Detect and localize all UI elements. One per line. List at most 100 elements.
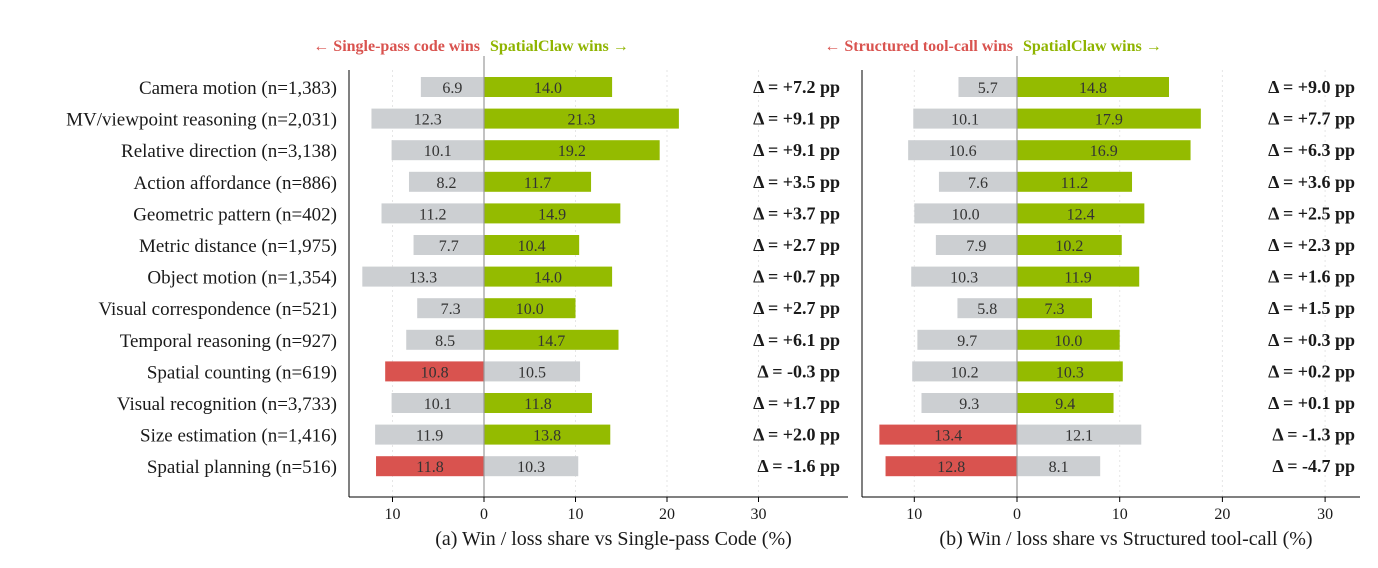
left-header-label: ← Single-pass code wins [313, 38, 480, 55]
loss-value-label: 8.5 [435, 333, 455, 350]
loss-value-label: 10.0 [952, 206, 980, 223]
loss-value-label: 10.1 [951, 112, 979, 129]
win-value-label: 16.9 [1090, 143, 1118, 160]
win-bar [1017, 171, 1133, 192]
loss-value-label: 10.1 [424, 396, 452, 413]
category-label: Size estimation (n=1,416) [140, 426, 337, 447]
win-bar [484, 266, 613, 287]
panel-b: 5.7 14.8 Δ = +9.0 pp 10.1 17.9 Δ = +7.7 pp 10.… [824, 38, 1360, 550]
delta-label: Δ = +0.7 pp [753, 267, 840, 287]
x-tick-label: 10 [1112, 506, 1128, 523]
win-bar [484, 456, 579, 477]
win-bar [484, 393, 592, 413]
win-value-label: 11.2 [1061, 175, 1088, 192]
win-value-label: 14.7 [537, 333, 565, 350]
delta-label: Δ = +6.1 pp [753, 330, 840, 350]
win-bar [484, 171, 592, 192]
loss-bar [913, 108, 1017, 129]
win-value-label: 21.3 [567, 112, 595, 129]
category-label: MV/viewpoint reasoning (n=2,031) [66, 110, 337, 131]
delta-label: Δ = +9.0 pp [1268, 77, 1355, 97]
panel-a: 6.9 14.0 Δ = +7.2 pp 12.3 21.3 Δ = +9.1 pp 10.… [313, 38, 848, 550]
loss-value-label: 11.2 [419, 206, 446, 223]
loss-value-label: 5.8 [977, 301, 997, 318]
loss-bar [935, 235, 1017, 255]
loss-value-label: 7.3 [441, 301, 461, 318]
loss-value-label: 12.8 [937, 459, 965, 476]
loss-value-label: 10.6 [949, 143, 977, 160]
loss-bar [921, 393, 1017, 413]
loss-bar [391, 140, 484, 161]
win-bar [484, 329, 619, 350]
win-bar [1017, 140, 1191, 161]
loss-bar [958, 77, 1017, 97]
x-axis-label: (b) Win / loss share vs Structured tool-… [939, 528, 1312, 550]
category-label: Relative direction (n=3,138) [121, 141, 337, 162]
win-bar [484, 235, 580, 255]
loss-bar [375, 424, 484, 445]
delta-label: Δ = +2.0 pp [753, 425, 840, 445]
loss-bar [917, 329, 1017, 350]
delta-label: Δ = +1.7 pp [753, 393, 840, 413]
loss-bar [911, 266, 1017, 287]
loss-bar [417, 298, 484, 319]
category-label: Action affordance (n=886) [134, 173, 337, 194]
loss-bar [413, 235, 484, 255]
loss-value-label: 9.3 [959, 396, 979, 413]
x-axis-label: (a) Win / loss share vs Single-pass Code… [435, 528, 792, 550]
x-tick-label: 0 [480, 506, 488, 523]
win-value-label: 14.0 [534, 80, 562, 97]
win-value-label: 12.1 [1065, 428, 1093, 445]
x-tick-label: 20 [659, 506, 675, 523]
delta-label: Δ = +0.1 pp [1268, 393, 1355, 413]
x-tick-label: 10 [385, 506, 401, 523]
delta-label: Δ = +1.5 pp [1268, 298, 1355, 318]
win-bar [1017, 456, 1101, 477]
loss-bar [385, 361, 484, 382]
win-bar [484, 298, 576, 319]
win-bar [484, 108, 679, 129]
loss-bar [912, 361, 1017, 382]
x-tick-label: 0 [1013, 506, 1021, 523]
delta-label: Δ = +2.5 pp [1268, 203, 1355, 223]
delta-label: Δ = -0.3 pp [757, 361, 840, 381]
loss-value-label: 7.7 [439, 238, 459, 255]
loss-value-label: 7.6 [968, 175, 988, 192]
win-value-label: 10.3 [1056, 364, 1084, 381]
x-tick-label: 20 [1214, 506, 1230, 523]
delta-label: Δ = -1.6 pp [757, 456, 840, 476]
loss-value-label: 13.4 [934, 428, 962, 445]
x-tick-label: 30 [1317, 506, 1333, 523]
category-label: Camera motion (n=1,383) [139, 78, 337, 99]
win-bar [1017, 424, 1142, 445]
delta-label: Δ = +7.7 pp [1268, 109, 1355, 129]
delta-label: Δ = +3.7 pp [753, 203, 840, 223]
win-bar [484, 140, 660, 161]
delta-label: Δ = +0.3 pp [1268, 330, 1355, 350]
win-value-label: 17.9 [1095, 112, 1123, 129]
left-header-label: ← Structured tool-call wins [824, 38, 1013, 55]
win-value-label: 12.4 [1067, 206, 1095, 223]
win-bar [1017, 235, 1122, 255]
win-value-label: 10.3 [517, 459, 545, 476]
loss-value-label: 8.2 [436, 175, 456, 192]
win-value-label: 10.0 [1054, 333, 1082, 350]
category-label: Geometric pattern (n=402) [133, 204, 337, 225]
loss-value-label: 11.8 [416, 459, 443, 476]
category-label: Visual recognition (n=3,733) [117, 394, 337, 415]
delta-label: Δ = -1.3 pp [1272, 425, 1355, 445]
loss-value-label: 9.7 [957, 333, 977, 350]
delta-label: Δ = +2.3 pp [1268, 235, 1355, 255]
delta-label: Δ = +1.6 pp [1268, 267, 1355, 287]
win-value-label: 9.4 [1055, 396, 1075, 413]
loss-bar [957, 298, 1017, 319]
loss-bar [879, 424, 1017, 445]
category-label: Temporal reasoning (n=927) [120, 331, 337, 352]
win-value-label: 19.2 [558, 143, 586, 160]
delta-label: Δ = -4.7 pp [1272, 456, 1355, 476]
loss-bar [381, 203, 484, 224]
win-bar [484, 424, 611, 445]
win-value-label: 10.0 [516, 301, 544, 318]
x-tick-label: 10 [568, 506, 584, 523]
